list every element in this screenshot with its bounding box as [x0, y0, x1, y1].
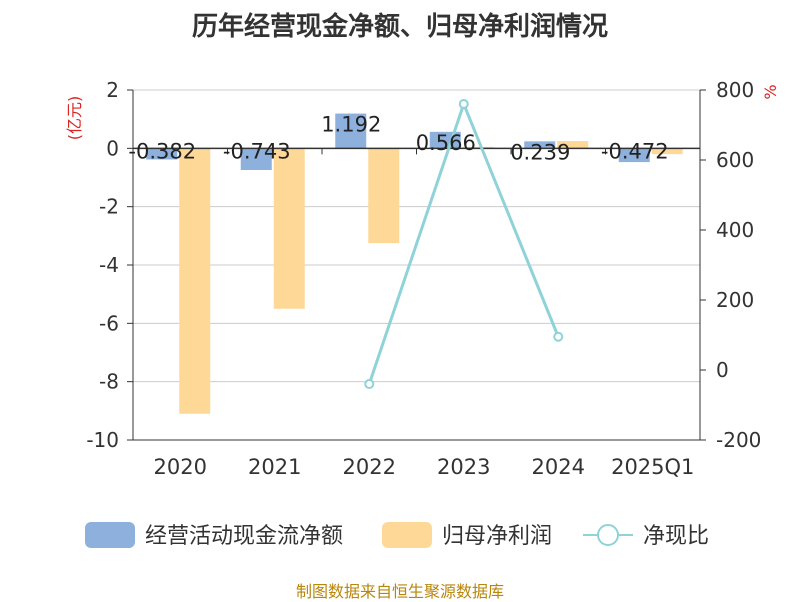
left-tick-label: -4 — [99, 253, 119, 277]
x-tick-label: 2024 — [532, 455, 585, 479]
cash-flow-label: -0.382 — [128, 139, 196, 163]
left-axis-unit: (亿元) — [65, 96, 84, 141]
net-profit-bar — [273, 148, 305, 309]
x-tick-label: 2025Q1 — [611, 455, 694, 479]
x-tick-label: 2020 — [154, 455, 207, 479]
data-labels: -0.382 -0.743 1.192 0.566 0.239 -0.472 — [128, 113, 668, 165]
left-tick-label: -6 — [99, 311, 119, 335]
axes: 2 0 -2 -4 -6 -8 -10 800 600 400 200 0 -200 (亿元)% 2020 2… — [65, 78, 780, 479]
right-tick-label: -200 — [716, 428, 761, 452]
cash-flow-label: 0.239 — [510, 140, 570, 164]
right-tick-label: 400 — [716, 218, 754, 242]
cash-flow-bar — [240, 148, 272, 171]
cash-flow-label: 0.566 — [416, 131, 476, 155]
ratio-point — [458, 99, 469, 109]
legend-swatch-cash — [85, 522, 135, 548]
bars — [146, 113, 683, 414]
right-axis-unit: % — [761, 84, 780, 99]
cash-flow-label: 1.192 — [321, 113, 381, 137]
legend-label-cash: 经营活动现金流净额 — [145, 524, 343, 549]
right-tick-label: 800 — [716, 78, 754, 102]
x-tick-label: 2023 — [437, 455, 490, 479]
legend-label-profit: 归母净利润 — [442, 524, 552, 549]
source-footer: 制图数据来自恒生聚源数据库 — [295, 582, 504, 601]
left-tick-label: -10 — [86, 428, 119, 452]
x-tick-label: 2021 — [248, 455, 301, 479]
x-tick-label: 2022 — [343, 455, 396, 479]
cash-flow-bar — [146, 148, 178, 160]
cash-flow-bar — [618, 148, 650, 163]
net-profit-bar — [179, 148, 211, 414]
cash-flow-label: -0.743 — [223, 139, 291, 163]
legend: 经营活动现金流净额 归母净利润 净现比 — [85, 522, 709, 549]
cash-flow-bar — [524, 141, 556, 149]
ratio-point — [364, 379, 375, 389]
cash-flow-label: -0.472 — [601, 139, 669, 163]
left-tick-label: -8 — [99, 370, 119, 394]
ratio-line — [364, 99, 564, 389]
net-profit-bar — [368, 148, 400, 244]
right-tick-label: 0 — [716, 358, 729, 382]
net-profit-bar — [557, 141, 589, 149]
cash-flow-bar — [335, 113, 367, 149]
chart-title: 历年经营现金净额、归母净利润情况 — [191, 12, 608, 42]
legend-swatch-profit — [382, 522, 432, 548]
right-tick-label: 600 — [716, 148, 754, 172]
ratio-point — [553, 331, 564, 342]
right-tick-label: 200 — [716, 288, 754, 312]
legend-label-ratio: 净现比 — [643, 524, 709, 549]
net-profit-bar — [651, 148, 683, 155]
left-tick-label: 2 — [106, 78, 119, 102]
left-tick-label: 0 — [106, 136, 119, 160]
legend-swatch-ratio-marker — [597, 524, 619, 546]
left-tick-label: -2 — [99, 195, 119, 219]
